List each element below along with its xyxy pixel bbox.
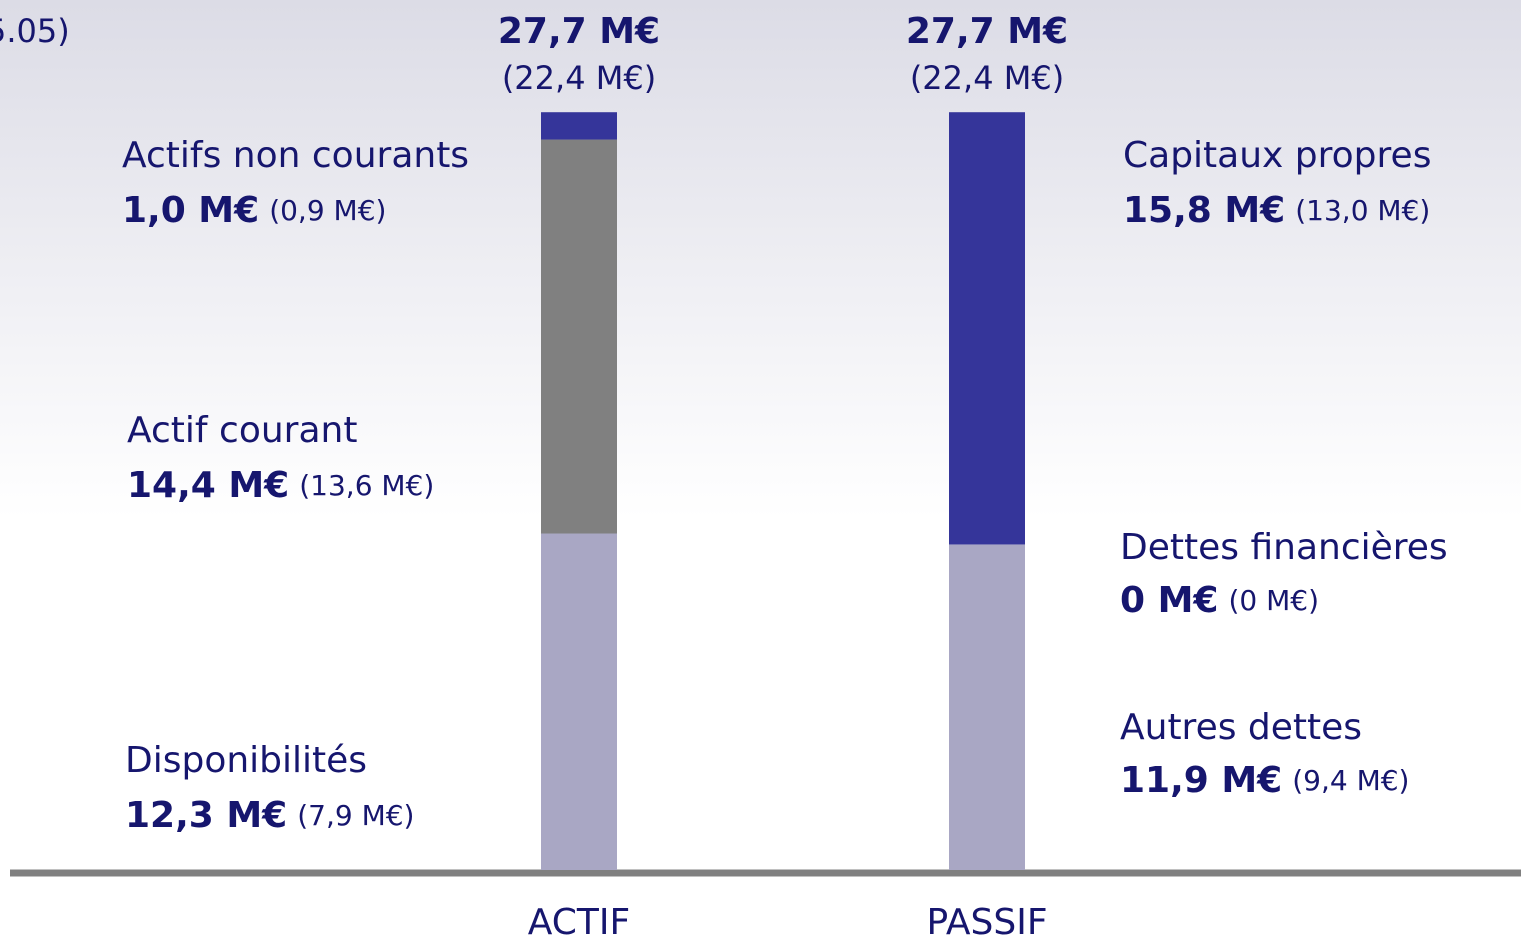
value-label: 14,4 M€ (127, 465, 289, 506)
prior-label: (13,0 M€) (1295, 194, 1430, 227)
segment-value: 14,4 M€ (13,6 M€) (127, 465, 434, 506)
value-label: 0 M€ (1120, 580, 1218, 621)
total-label: 27,7 M€ (906, 11, 1068, 52)
bar-segment (949, 544, 1025, 870)
bar-segment (541, 112, 617, 140)
segment-value: 12,3 M€ (7,9 M€) (125, 795, 414, 836)
segment-name: Dettes financières (1120, 527, 1448, 568)
segment-name: Actifs non courants (122, 135, 469, 176)
total-label: 27,7 M€ (498, 11, 660, 52)
corner-text: 5.05) (0, 12, 70, 50)
bar-segment (541, 139, 617, 534)
category-label: PASSIF (926, 902, 1047, 943)
bar-segment (541, 533, 617, 870)
prior-label: (0 M€) (1228, 584, 1319, 617)
value-label: 1,0 M€ (122, 190, 259, 231)
segment-name: Capitaux propres (1123, 135, 1431, 176)
prior-total-label: (22,4 M€) (910, 59, 1064, 97)
segment-name: Actif courant (127, 410, 357, 451)
value-label: 15,8 M€ (1123, 190, 1285, 231)
bar-segment (949, 112, 1025, 545)
prior-total-label: (22,4 M€) (502, 59, 656, 97)
value-label: 12,3 M€ (125, 795, 287, 836)
segment-value: 0 M€ (0 M€) (1120, 580, 1319, 621)
segment-name: Autres dettes (1120, 707, 1362, 748)
value-label: 11,9 M€ (1120, 760, 1282, 801)
prior-label: (9,4 M€) (1292, 764, 1409, 797)
segment-name: Disponibilités (125, 740, 367, 781)
prior-label: (7,9 M€) (297, 799, 414, 832)
segment-value: 1,0 M€ (0,9 M€) (122, 190, 386, 231)
segment-value: 15,8 M€ (13,0 M€) (1123, 190, 1430, 231)
prior-label: (0,9 M€) (269, 194, 386, 227)
segment-value: 11,9 M€ (9,4 M€) (1120, 760, 1409, 801)
prior-label: (13,6 M€) (299, 469, 434, 502)
category-label: ACTIF (528, 902, 630, 943)
